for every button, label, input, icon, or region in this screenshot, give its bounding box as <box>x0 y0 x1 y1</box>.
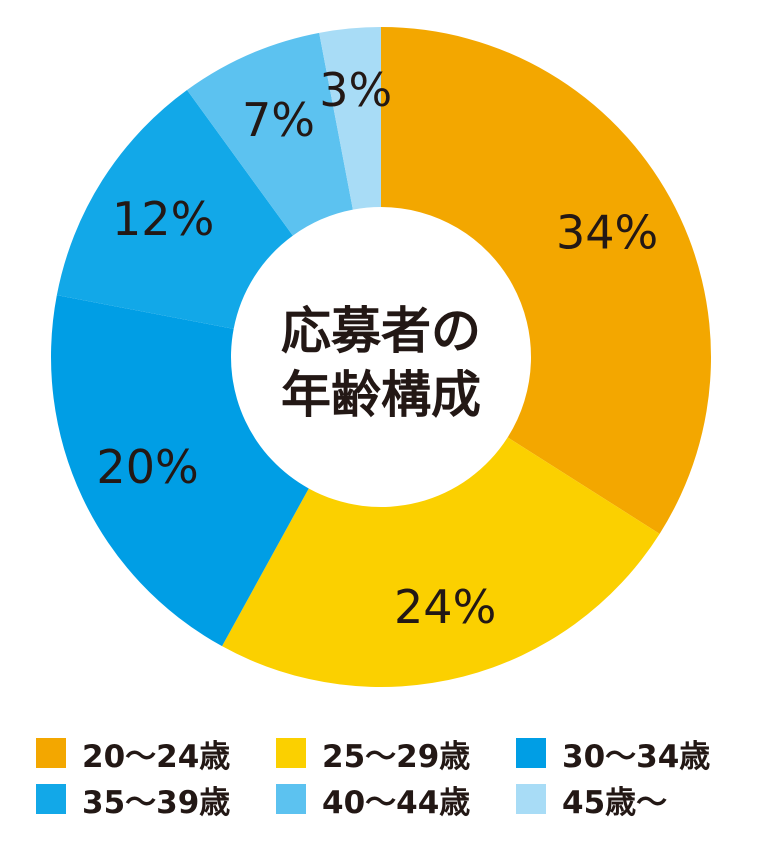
legend-row: 20〜24歳 25〜29歳 30〜34歳 <box>36 730 756 776</box>
donut-slice <box>381 27 711 534</box>
legend-swatch <box>36 738 66 768</box>
legend-swatch <box>36 784 66 814</box>
legend-item-30-34: 30〜34歳 <box>516 731 756 776</box>
legend-swatch <box>516 738 546 768</box>
legend-label: 25〜29歳 <box>322 738 471 775</box>
legend-swatch <box>276 738 306 768</box>
center-title-line-1: 応募者の <box>281 302 481 360</box>
slice-value-label: 20% <box>96 440 198 494</box>
slice-value-label: 3% <box>319 63 392 117</box>
donut-slice <box>319 27 381 210</box>
legend-item-25-29: 25〜29歳 <box>276 731 516 776</box>
donut-chart: 34% 24% 20% 12% 7%3% 応募者の 年齢構成 <box>50 27 711 687</box>
slice-value-label: 12% <box>112 192 214 246</box>
slice-labels: 34% 24% 20% 12% 7%3% <box>96 63 658 634</box>
legend-item-20-24: 20〜24歳 <box>36 731 276 776</box>
legend-item-45-plus: 45歳〜 <box>516 777 756 822</box>
legend-label: 45歳〜 <box>562 784 668 821</box>
donut-slice <box>56 90 293 329</box>
legend-item-40-44: 40〜44歳 <box>276 777 516 822</box>
donut-slice <box>222 437 660 687</box>
slice-value-label: 24% <box>394 580 496 634</box>
donut-slices <box>50 27 711 687</box>
donut-slice <box>187 32 353 236</box>
legend-row: 35〜39歳 40〜44歳 45歳〜 <box>36 776 756 822</box>
donut-slice <box>50 295 309 647</box>
legend-label: 35〜39歳 <box>82 784 231 821</box>
center-title-line-2: 年齢構成 <box>281 366 481 424</box>
legend-item-35-39: 35〜39歳 <box>36 777 276 822</box>
slice-value-label: 7% <box>242 93 315 147</box>
legend-swatch <box>516 784 546 814</box>
legend-label: 40〜44歳 <box>322 784 471 821</box>
legend: 20〜24歳 25〜29歳 30〜34歳 35〜39歳 40〜44歳 45歳〜 <box>36 730 756 822</box>
legend-label: 20〜24歳 <box>82 738 231 775</box>
slice-value-label: 34% <box>556 206 658 260</box>
center-title: 応募者の 年齢構成 <box>281 302 481 424</box>
legend-label: 30〜34歳 <box>562 738 711 775</box>
legend-swatch <box>276 784 306 814</box>
